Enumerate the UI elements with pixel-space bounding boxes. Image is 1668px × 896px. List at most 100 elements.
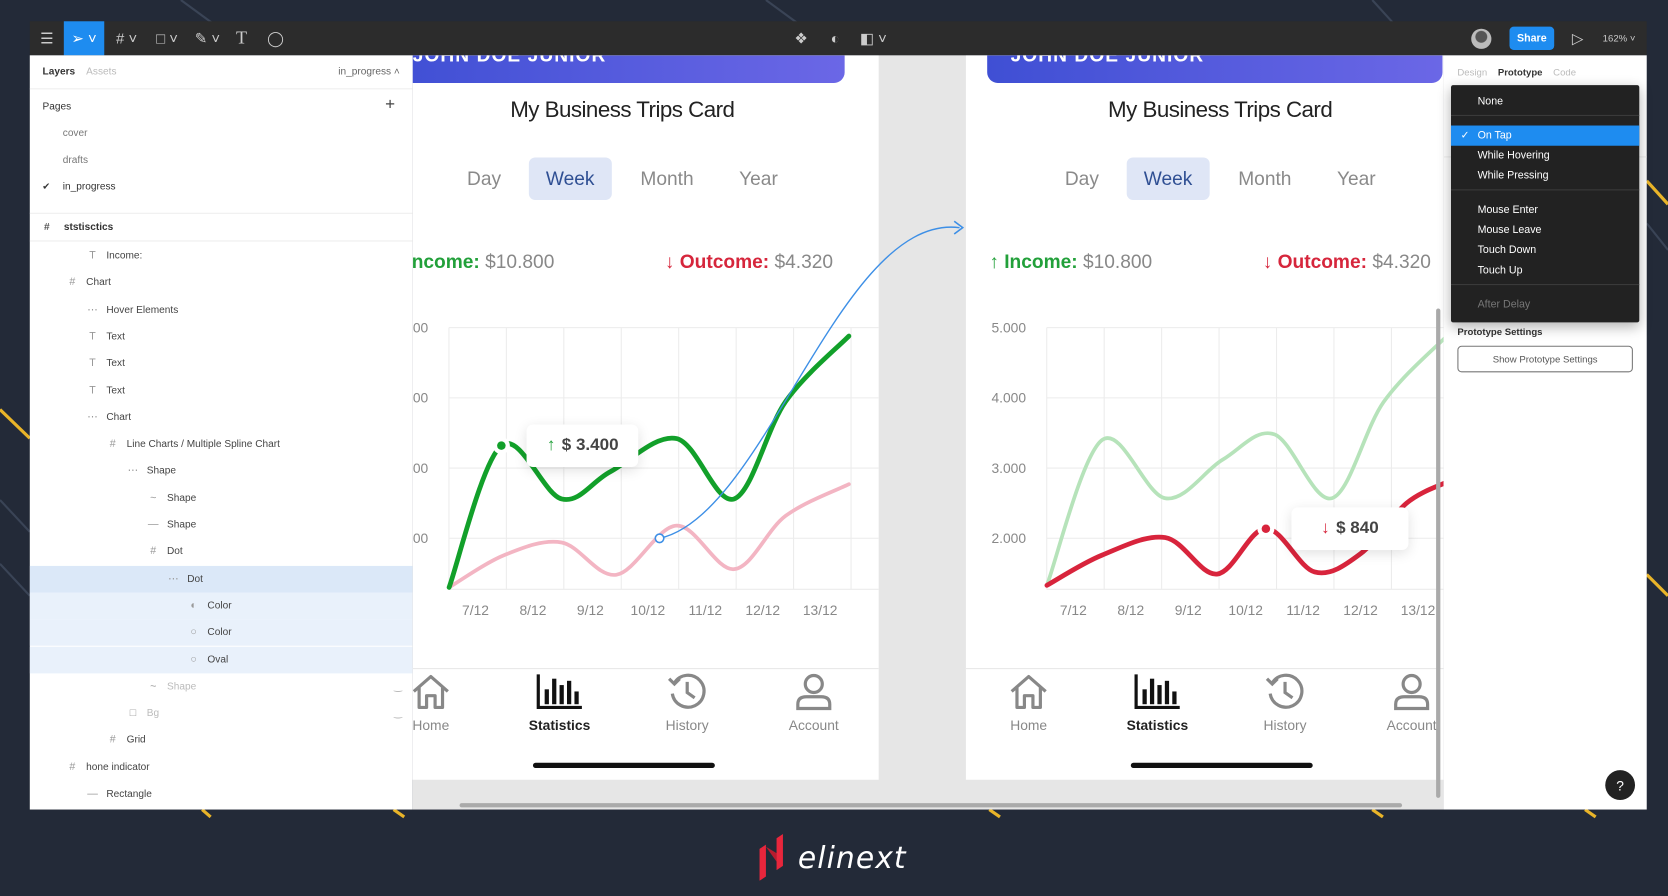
layer-item[interactable]: ⋯ Shape [30, 458, 413, 485]
menu-item-label: Touch Up [1477, 264, 1523, 277]
layer-item[interactable]: # Line Charts / Multiple Spline Chart [30, 431, 413, 458]
hidden-eye-icon[interactable]: ‿ [393, 680, 403, 693]
layer-item[interactable]: # Grid [30, 727, 413, 754]
nav-account[interactable]: Account [1364, 672, 1444, 733]
nav-statistics[interactable]: Statistics [512, 672, 608, 733]
show-prototype-settings-button[interactable]: Show Prototype Settings [1457, 345, 1633, 373]
layer-item[interactable]: ⋯ Dot [29, 565, 413, 593]
zoom-dropdown[interactable]: 162% ˅ [1602, 32, 1636, 44]
tab-day[interactable]: Day [466, 167, 502, 189]
tab-year[interactable]: Year [739, 167, 778, 189]
layer-item[interactable]: ~ Shape [30, 485, 413, 512]
tab-week[interactable]: Week [528, 157, 612, 200]
tooltip-arrow-icon: ↓ [1321, 519, 1330, 538]
nav-home[interactable]: Home [413, 672, 479, 733]
layer-item[interactable]: # Chart [30, 269, 413, 296]
tab-design[interactable]: Design [1457, 67, 1488, 78]
tab-day[interactable]: Day [1064, 167, 1099, 189]
page-name: in_progress [62, 180, 116, 193]
hidden-eye-icon[interactable]: ‿ [393, 707, 403, 720]
menu-item[interactable]: Mouse Enter [1451, 200, 1639, 220]
layer-item[interactable]: # Dot [30, 539, 413, 566]
vertical-scrollbar[interactable] [1436, 308, 1441, 798]
text-tool-button[interactable]: T [235, 27, 247, 48]
phone-frame[interactable]: JOHN DOE JUNIOR My Business Trips Card D… [412, 55, 879, 780]
pen-tool-button[interactable]: ✎ ˅ [194, 29, 221, 47]
menu-item[interactable]: Touch Up [1451, 261, 1639, 281]
page-selector[interactable]: in_progress ˄ [338, 65, 400, 78]
page-item-drafts[interactable]: drafts [30, 147, 413, 174]
header-name: JOHN DOE JUNIOR [413, 55, 607, 67]
layer-item[interactable]: ⋯ Chart [30, 404, 413, 431]
layer-frame-statistics[interactable]: # ststisctics [43, 221, 114, 233]
layer-item[interactable]: ○ Color [29, 619, 413, 646]
tab-layers[interactable]: Layers [42, 65, 76, 78]
add-page-icon[interactable]: + [385, 95, 396, 114]
income-summary: ↑ Income: $10.800 [413, 251, 555, 273]
nav-history[interactable]: History [1237, 672, 1333, 733]
mask-icon[interactable]: ◐ [830, 29, 840, 47]
income-value: $10.800 [485, 251, 555, 273]
shape-tool-button[interactable]: □ ˅ [156, 29, 178, 47]
boolean-icon[interactable]: ◧ ˅ [859, 29, 887, 47]
move-tool-button[interactable]: ➢ ˅ [63, 21, 105, 56]
profile-header: JOHN DOE JUNIOR [987, 55, 1443, 83]
nav-account[interactable]: Account [766, 672, 862, 733]
menu-item[interactable]: Mouse Leave [1451, 220, 1639, 240]
tab-assets[interactable]: Assets [86, 65, 117, 78]
canvas[interactable]: JOHN DOE JUNIOR My Business Trips Card D… [412, 55, 1444, 810]
y-tick: 5.000 [991, 319, 1027, 336]
layer-type-icon: ◐ [190, 599, 197, 612]
layer-item[interactable]: — Shape [30, 512, 413, 539]
horizontal-scrollbar[interactable] [459, 803, 1403, 808]
nav-statistics[interactable]: Statistics [1110, 672, 1206, 733]
layer-item[interactable]: — Rectangle [30, 781, 413, 808]
layer-name: Shape [167, 680, 197, 693]
share-button[interactable]: Share [1509, 26, 1555, 50]
layer-name: Text [106, 330, 125, 343]
layer-type-icon: T [89, 357, 96, 370]
tab-month[interactable]: Month [640, 167, 694, 189]
menu-item[interactable]: While Pressing [1451, 166, 1639, 186]
menu-item[interactable]: While Hovering [1451, 146, 1639, 166]
layer-item[interactable]: T Text [30, 377, 413, 404]
tab-year[interactable]: Year [1336, 167, 1376, 189]
nav-history[interactable]: History [639, 672, 735, 733]
comment-tool-button[interactable]: ◯ [267, 29, 284, 47]
layer-item[interactable]: # hone indicator [30, 754, 413, 781]
layer-item[interactable]: T Text [30, 350, 413, 377]
avatar[interactable] [1468, 21, 1494, 55]
main-menu-icon[interactable]: ☰ [40, 29, 54, 47]
help-button[interactable]: ? [1605, 770, 1636, 800]
menu-item[interactable]: ✓ On Tap [1450, 125, 1640, 146]
layer-name: Grid [126, 734, 146, 747]
tab-month[interactable]: Month [1238, 167, 1292, 189]
layer-name: Shape [167, 492, 197, 504]
tab-prototype[interactable]: Prototype [1497, 67, 1543, 78]
layer-item[interactable]: ◐ Color [29, 592, 413, 620]
layer-item[interactable]: ○ Oval [29, 646, 413, 673]
frame-tool-button[interactable]: # ˅ [116, 29, 138, 47]
y-tick: 5.000 [412, 319, 429, 336]
layer-item[interactable]: T Income: [30, 243, 413, 270]
present-play-icon[interactable]: ▷ [1571, 29, 1584, 47]
layer-item[interactable]: ~ Shape ‿ [30, 673, 413, 700]
tab-code[interactable]: Code [1553, 67, 1577, 78]
tab-week[interactable]: Week [1126, 157, 1210, 200]
layer-item[interactable]: T Text [30, 323, 413, 350]
menu-item[interactable]: After Delay [1451, 295, 1639, 315]
menu-item[interactable]: Touch Down [1451, 240, 1639, 260]
nav-label: Statistics [1126, 716, 1189, 733]
layer-name: hone indicator [86, 761, 150, 774]
component-icon[interactable]: ❖ [794, 29, 808, 47]
layer-item[interactable]: ⋯ Hover Elements [30, 296, 413, 323]
nav-home[interactable]: Home [981, 672, 1077, 733]
hover-dot [1261, 524, 1271, 533]
phone-frame[interactable]: JOHN DOE JUNIOR My Business Trips Card D… [965, 55, 1444, 780]
page-item-in_progress[interactable]: ✔ in_progress [42, 180, 116, 193]
layer-name: Dot [187, 572, 203, 585]
layer-item[interactable]: □ Bg ‿ [30, 700, 413, 727]
menu-item[interactable]: None [1451, 91, 1639, 111]
page-item-cover[interactable]: cover [30, 120, 413, 147]
layer-type-icon: # [109, 438, 116, 451]
